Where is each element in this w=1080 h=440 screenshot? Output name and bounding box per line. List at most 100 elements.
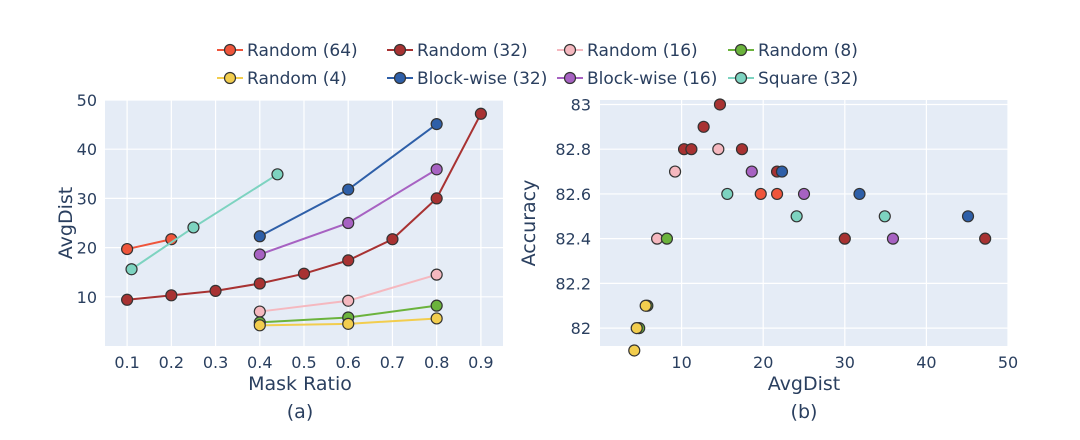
data-point[interactable] (790, 210, 803, 223)
data-point[interactable] (979, 232, 992, 245)
legend-item-random-64[interactable]: Random (64) (217, 41, 358, 61)
data-point[interactable] (838, 232, 851, 245)
x-tick-label: 0.4 (247, 353, 272, 372)
data-point[interactable] (685, 143, 698, 156)
data-point[interactable] (697, 120, 710, 133)
series-random-4 (253, 312, 443, 332)
legend-item-random-32[interactable]: Random (32) (387, 41, 528, 61)
legend-item-random-8[interactable]: Random (8) (728, 41, 858, 61)
data-point[interactable] (125, 263, 138, 276)
series-random-32 (677, 98, 992, 245)
data-point[interactable] (712, 143, 725, 156)
data-point[interactable] (713, 98, 727, 111)
legend-item-random-16[interactable]: Random (16) (557, 41, 698, 61)
x-tick-label: 50 (998, 353, 1018, 372)
data-point[interactable] (253, 277, 266, 290)
data-point[interactable] (886, 232, 900, 245)
data-point[interactable] (165, 289, 178, 302)
data-point[interactable] (961, 210, 975, 223)
data-point[interactable] (342, 317, 355, 330)
panel-caption: (b) (791, 401, 818, 423)
x-tick-label: 0.7 (380, 353, 405, 372)
data-point[interactable] (660, 232, 674, 245)
data-point[interactable] (430, 192, 443, 205)
data-point[interactable] (209, 284, 222, 297)
data-point[interactable] (745, 165, 758, 178)
panel-caption: (a) (287, 401, 313, 423)
legend-marker (734, 43, 748, 57)
data-point[interactable] (253, 319, 266, 332)
legend-label: Square (32) (758, 69, 858, 89)
data-point[interactable] (297, 267, 311, 280)
data-point[interactable] (754, 187, 767, 201)
x-tick-label: 20 (753, 353, 773, 372)
data-point[interactable] (342, 183, 355, 196)
data-point[interactable] (878, 210, 891, 223)
legend-item-square-32[interactable]: Square (32) (728, 69, 858, 89)
legend-item-block-wise-32[interactable]: Block-wise (32) (387, 69, 547, 89)
series-square-32 (721, 187, 891, 223)
y-tick-label: 82.2 (555, 274, 591, 293)
data-point[interactable] (797, 187, 811, 201)
legend-marker (223, 71, 237, 85)
data-point[interactable] (342, 254, 355, 267)
data-point[interactable] (253, 305, 266, 318)
data-point[interactable] (253, 248, 266, 261)
data-point[interactable] (474, 107, 487, 120)
chart-panel-a: 0.1 0.2 0.3 0.4 0.5 0.6 0.7 0.8 0.9 10 20 30 40 50 Mas… (55, 91, 503, 423)
x-tick-label: 10 (671, 353, 691, 372)
legend: Random (64) Random (32) Random (16) Random … (217, 41, 858, 89)
legend-label: Random (32) (417, 41, 528, 61)
chart-panel-b: 10 20 30 40 50 82 82.2 82.4 82.6 82.8 83 AvgDist Acc… (518, 95, 1018, 423)
legend-marker (393, 71, 407, 85)
y-axis-title: AvgDist (55, 187, 77, 259)
data-point[interactable] (668, 165, 682, 178)
data-point[interactable] (430, 118, 443, 131)
x-tick-label: 0.8 (424, 353, 449, 372)
x-axis-title: AvgDist (768, 373, 840, 395)
y-axis-title: Accuracy (518, 180, 540, 267)
legend-item-block-wise-16[interactable]: Block-wise (16) (557, 69, 717, 89)
series-random-16 (253, 268, 443, 318)
series-square-32 (125, 168, 284, 276)
legend-item-random-4[interactable]: Random (4) (217, 69, 347, 89)
data-point[interactable] (770, 187, 784, 201)
legend-marker (223, 43, 237, 57)
data-point[interactable] (853, 187, 866, 201)
x-tick-label: 40 (916, 353, 936, 372)
data-point[interactable] (271, 168, 284, 181)
data-point[interactable] (342, 216, 355, 230)
data-point[interactable] (775, 165, 789, 178)
data-point[interactable] (430, 268, 443, 281)
x-tick-label: 0.9 (468, 353, 493, 372)
y-tick-label: 50 (77, 91, 97, 110)
x-tick-label: 30 (835, 353, 855, 372)
data-point[interactable] (735, 143, 749, 156)
data-point[interactable] (430, 163, 443, 176)
data-point[interactable] (639, 299, 652, 312)
y-tick-label: 82.6 (555, 185, 591, 204)
legend-label: Block-wise (32) (417, 69, 547, 89)
data-point[interactable] (628, 344, 641, 357)
data-point[interactable] (430, 299, 443, 312)
data-point[interactable] (187, 221, 200, 234)
legend-label: Random (4) (247, 69, 347, 89)
series-random-32 (121, 107, 487, 306)
data-point[interactable] (430, 312, 443, 325)
y-tick-label: 30 (77, 189, 97, 208)
data-point[interactable] (121, 293, 134, 306)
plot-area (600, 100, 1008, 346)
legend-label: Random (64) (247, 41, 358, 61)
y-tick-label: 82.8 (555, 140, 591, 159)
legend-label: Random (8) (758, 41, 858, 61)
series-block-wise-16 (745, 165, 900, 245)
x-tick-label: 0.5 (291, 353, 316, 372)
data-point[interactable] (342, 294, 355, 307)
data-point[interactable] (253, 230, 266, 243)
data-point[interactable] (386, 233, 399, 246)
data-point[interactable] (121, 242, 134, 256)
data-point[interactable] (630, 322, 643, 335)
data-point[interactable] (721, 187, 734, 201)
series-block-wise-32 (253, 118, 443, 243)
